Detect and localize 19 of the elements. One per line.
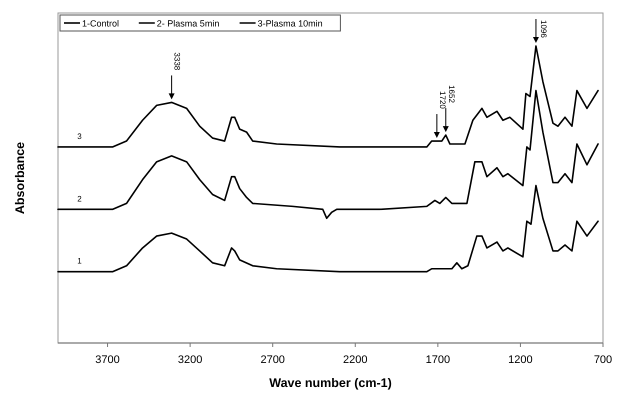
- legend-label: 2- Plasma 5min: [156, 18, 220, 28]
- annotation: 1720: [438, 91, 447, 110]
- annotation: 1652: [446, 85, 456, 104]
- x-tick-label: 1700: [426, 354, 450, 366]
- annotation: 1096: [538, 20, 548, 38]
- x-tick-label: 2200: [343, 354, 368, 366]
- y-axis-title: Absorbance: [13, 142, 27, 214]
- annotation: 2: [77, 194, 82, 204]
- legend-label: 3-Plasma 10min: [258, 18, 323, 28]
- x-axis-title: Wave number (cm-1): [269, 376, 392, 390]
- x-tick-label: 2700: [260, 354, 285, 366]
- x-tick-label: 700: [594, 354, 612, 366]
- x-tick-label: 3200: [178, 354, 202, 366]
- annotation: 1: [77, 256, 82, 266]
- x-tick-label: 1200: [508, 354, 533, 366]
- annotation: 3: [77, 132, 82, 141]
- x-tick-label: 3700: [95, 354, 120, 366]
- legend-label: 1-Control: [82, 18, 120, 28]
- annotation: 3338: [172, 52, 182, 71]
